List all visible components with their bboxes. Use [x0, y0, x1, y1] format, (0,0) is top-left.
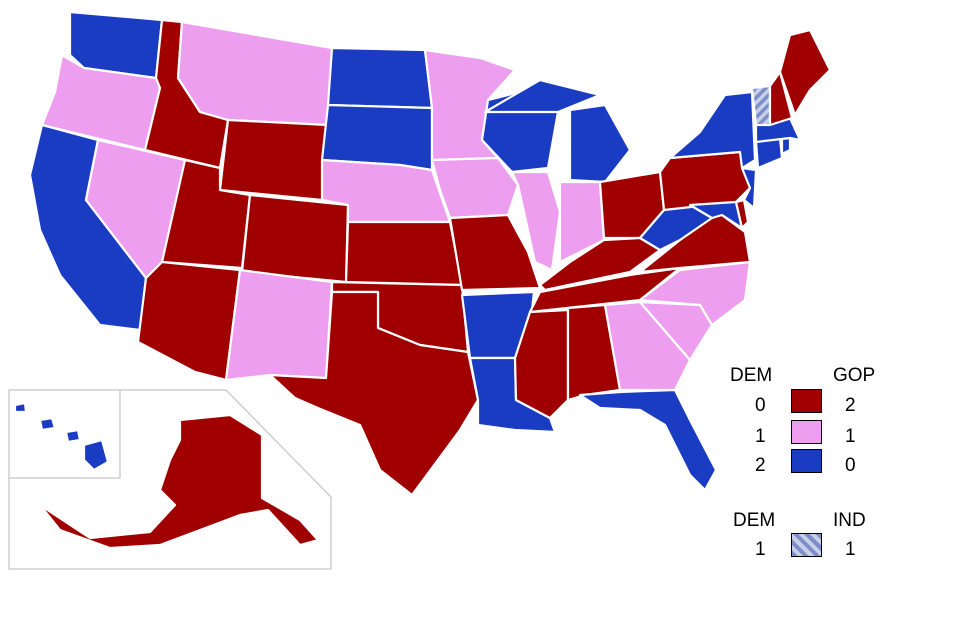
- state-wyoming[interactable]: [218, 118, 330, 202]
- state-michigan[interactable]: [483, 78, 632, 184]
- legend-ind-header: IND: [833, 510, 866, 531]
- state-new-jersey[interactable]: [740, 166, 758, 210]
- state-maryland[interactable]: [688, 200, 744, 230]
- legend-gop-header: GOP: [833, 365, 876, 386]
- legend-dem-header: DEM: [730, 365, 773, 386]
- legend-row-1-gop: 2: [845, 395, 856, 416]
- state-maine[interactable]: [778, 28, 832, 117]
- state-north-dakota[interactable]: [326, 46, 434, 110]
- state-colorado[interactable]: [240, 193, 350, 284]
- legend-swatch-dem-ind: [791, 533, 822, 557]
- state-new-hampshire[interactable]: [768, 70, 794, 127]
- legend-swatch-split: [791, 420, 822, 444]
- state-missouri[interactable]: [448, 213, 542, 292]
- state-rhode-island[interactable]: [780, 136, 792, 156]
- legend-swatch-gop-2: [791, 389, 822, 413]
- state-alaska[interactable]: [38, 413, 320, 550]
- legend-ind-row-ind: 1: [845, 539, 856, 560]
- state-montana[interactable]: [176, 20, 334, 127]
- state-new-york[interactable]: [668, 90, 757, 170]
- legend-row-1-dem: 0: [755, 395, 766, 416]
- state-hawaii[interactable]: [13, 401, 110, 472]
- state-georgia[interactable]: [603, 300, 692, 392]
- legend-row-2-gop: 1: [845, 426, 856, 447]
- legend-ind-row-dem: 1: [755, 539, 766, 560]
- state-texas[interactable]: [268, 290, 480, 497]
- legend-dem-ind-header: DEM: [733, 510, 776, 531]
- legend-row-3-gop: 0: [845, 455, 856, 476]
- inset-frame: [8, 389, 332, 570]
- legend-row-3-dem: 2: [755, 455, 766, 476]
- state-vermont[interactable]: [750, 84, 772, 127]
- state-north-carolina[interactable]: [638, 260, 752, 327]
- state-new-mexico[interactable]: [224, 268, 334, 382]
- legend-row-2-dem: 1: [755, 426, 766, 447]
- state-delaware[interactable]: [734, 198, 750, 230]
- state-illinois[interactable]: [510, 170, 562, 272]
- state-arizona[interactable]: [136, 260, 242, 382]
- state-kansas[interactable]: [344, 220, 464, 287]
- legend-swatch-dem-2: [791, 449, 822, 473]
- state-florida[interactable]: [578, 388, 718, 492]
